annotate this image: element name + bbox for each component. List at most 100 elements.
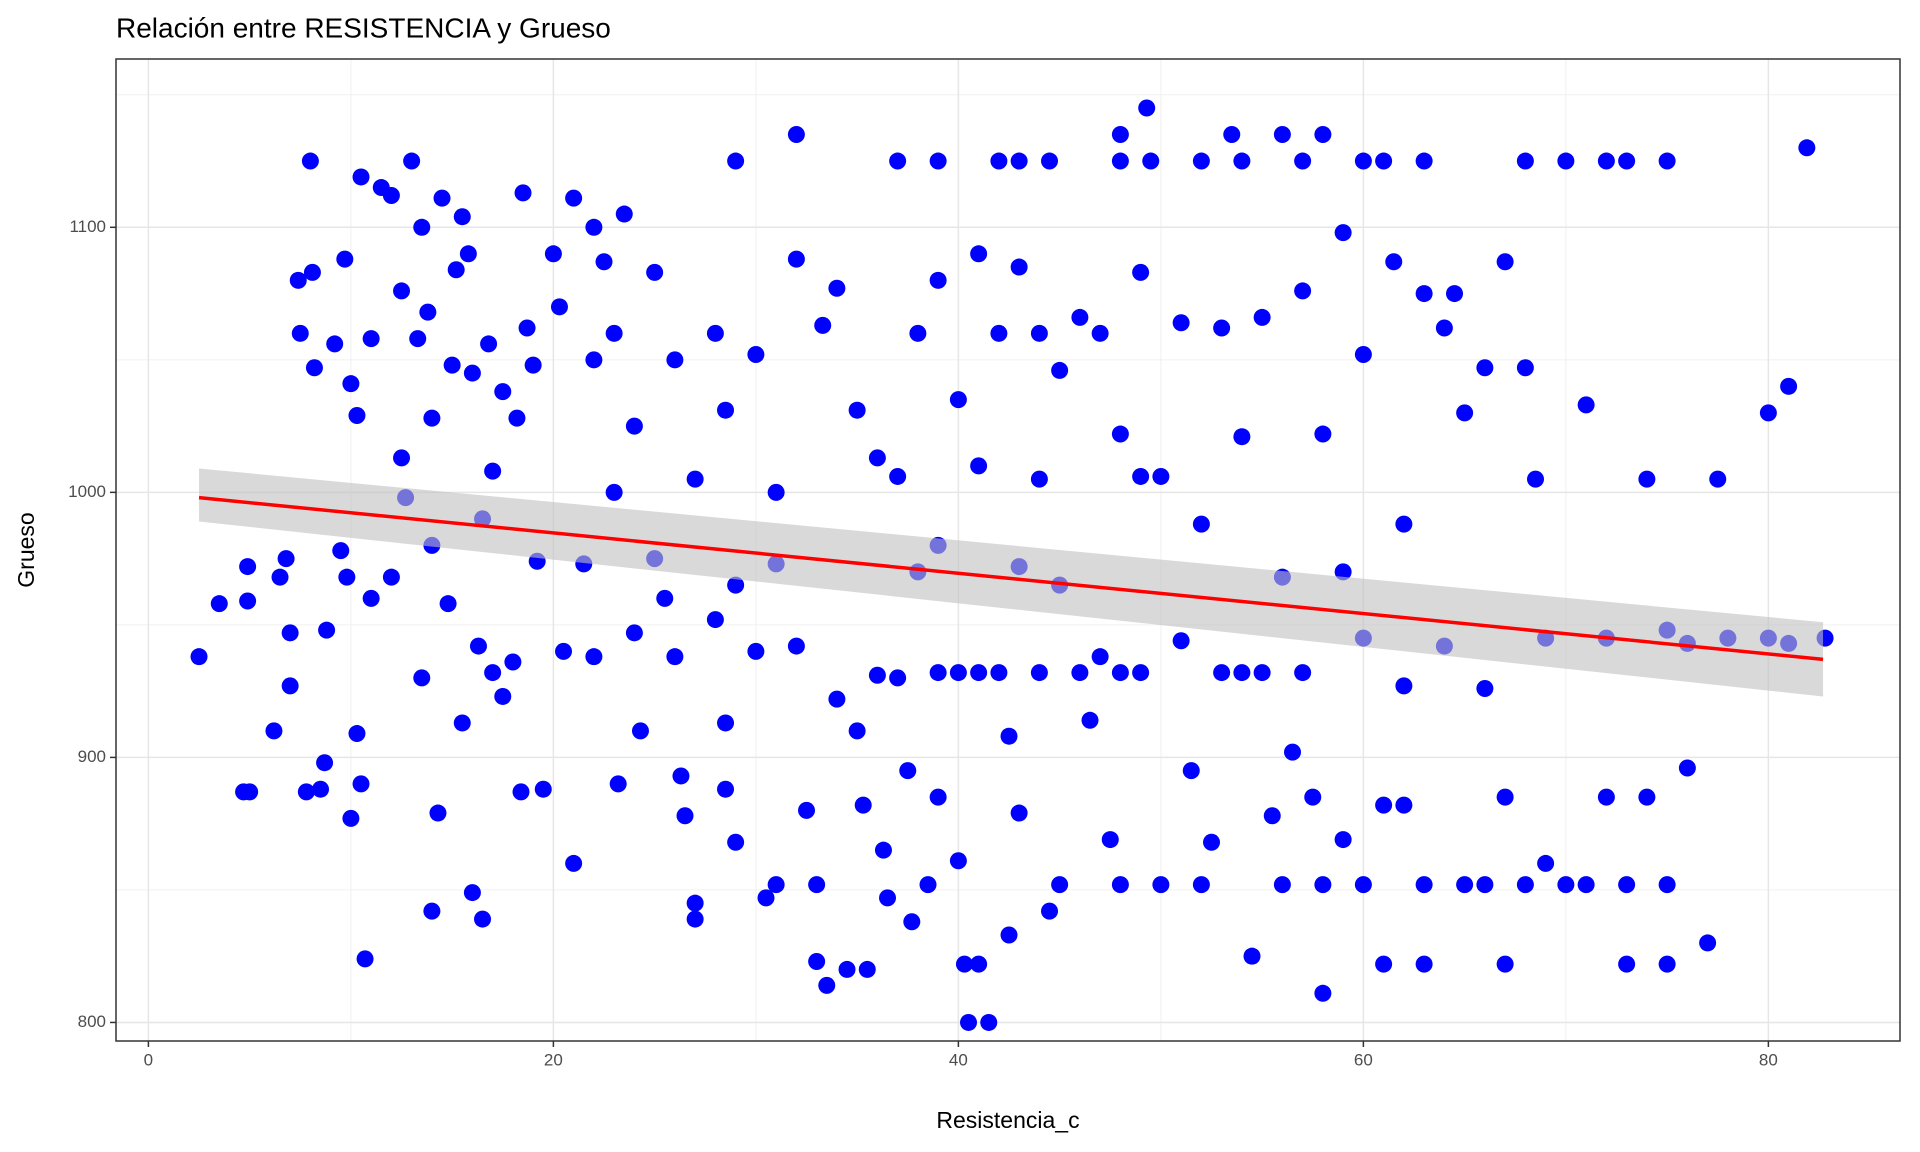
x-tick-label: 40 bbox=[949, 1050, 968, 1069]
point bbox=[1091, 648, 1109, 666]
point bbox=[814, 316, 832, 334]
point bbox=[508, 409, 526, 427]
point bbox=[210, 595, 228, 613]
point bbox=[1253, 664, 1271, 682]
point bbox=[453, 208, 471, 226]
point bbox=[1000, 926, 1018, 944]
point bbox=[1557, 876, 1575, 894]
point bbox=[787, 126, 805, 144]
point bbox=[1253, 308, 1271, 326]
point bbox=[474, 910, 492, 928]
point bbox=[393, 282, 411, 300]
point bbox=[848, 722, 866, 740]
point bbox=[1030, 324, 1048, 342]
point bbox=[1030, 664, 1048, 682]
point bbox=[585, 218, 603, 236]
point bbox=[1658, 955, 1676, 973]
point bbox=[625, 417, 643, 435]
point bbox=[423, 409, 441, 427]
point bbox=[1415, 955, 1433, 973]
point bbox=[1709, 470, 1727, 488]
point bbox=[447, 261, 465, 279]
point bbox=[1375, 796, 1393, 814]
point bbox=[484, 664, 502, 682]
point bbox=[1111, 152, 1129, 170]
point bbox=[1557, 152, 1575, 170]
point bbox=[889, 152, 907, 170]
point bbox=[767, 483, 785, 501]
point bbox=[889, 467, 907, 485]
trend-line bbox=[198, 495, 1824, 662]
point bbox=[615, 205, 633, 223]
point bbox=[1415, 152, 1433, 170]
point bbox=[1658, 876, 1676, 894]
point bbox=[1091, 324, 1109, 342]
point bbox=[1213, 664, 1231, 682]
point bbox=[484, 462, 502, 480]
point bbox=[1081, 711, 1099, 729]
point bbox=[1304, 788, 1322, 806]
point bbox=[970, 955, 988, 973]
point bbox=[1456, 876, 1474, 894]
point bbox=[352, 168, 370, 186]
point bbox=[362, 330, 380, 348]
point bbox=[798, 801, 816, 819]
point bbox=[1678, 759, 1696, 777]
point bbox=[1294, 664, 1312, 682]
point bbox=[1041, 902, 1059, 920]
point bbox=[1111, 425, 1129, 443]
y-tick-label: 1100 bbox=[69, 217, 106, 236]
point bbox=[1213, 319, 1231, 337]
point bbox=[1182, 762, 1200, 780]
point bbox=[348, 406, 366, 424]
point bbox=[1375, 955, 1393, 973]
point bbox=[1618, 152, 1636, 170]
point bbox=[874, 841, 892, 859]
point bbox=[605, 483, 623, 501]
point bbox=[550, 298, 568, 316]
point bbox=[1385, 253, 1403, 271]
point bbox=[818, 976, 836, 994]
point bbox=[909, 324, 927, 342]
point bbox=[1527, 470, 1545, 488]
point bbox=[342, 375, 360, 393]
point bbox=[382, 568, 400, 586]
point bbox=[1395, 515, 1413, 533]
point bbox=[1395, 677, 1413, 695]
point bbox=[524, 356, 542, 374]
point bbox=[348, 725, 366, 743]
point bbox=[1334, 224, 1352, 242]
point bbox=[854, 796, 872, 814]
point bbox=[757, 889, 775, 907]
y-tick-label: 800 bbox=[78, 1012, 106, 1031]
point bbox=[356, 950, 374, 968]
point bbox=[1476, 679, 1494, 697]
point bbox=[1051, 876, 1069, 894]
point bbox=[459, 245, 477, 263]
point bbox=[362, 589, 380, 607]
x-tick-label: 80 bbox=[1759, 1050, 1778, 1069]
point bbox=[919, 876, 937, 894]
point bbox=[271, 568, 289, 586]
point bbox=[960, 1013, 978, 1031]
point bbox=[990, 664, 1008, 682]
point bbox=[656, 589, 674, 607]
point bbox=[970, 245, 988, 263]
point bbox=[1233, 664, 1251, 682]
point bbox=[1192, 876, 1210, 894]
point bbox=[1597, 788, 1615, 806]
point bbox=[494, 383, 512, 401]
point bbox=[1152, 876, 1170, 894]
point bbox=[631, 722, 649, 740]
confidence-band bbox=[199, 468, 1824, 697]
point bbox=[676, 807, 694, 825]
point bbox=[338, 568, 356, 586]
point bbox=[717, 714, 735, 732]
point bbox=[469, 637, 487, 655]
point bbox=[1000, 727, 1018, 745]
point bbox=[318, 621, 336, 639]
point bbox=[413, 218, 431, 236]
point bbox=[1284, 743, 1302, 761]
point bbox=[609, 775, 627, 793]
